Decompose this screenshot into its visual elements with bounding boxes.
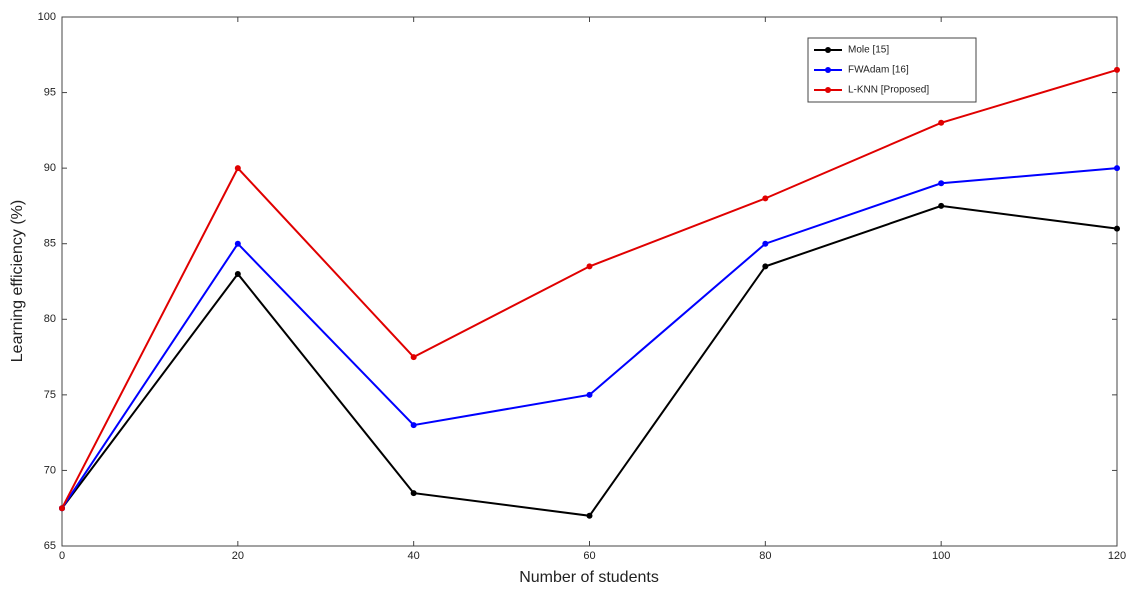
legend-box [807,37,977,103]
data-point [586,263,593,270]
data-point [586,391,593,398]
x-tick-label: 0 [59,550,65,562]
data-point [762,195,769,202]
x-tick-label: 20 [232,550,244,562]
series-line [61,167,1118,509]
y-tick-label: 95 [44,86,56,98]
y-tick-label: 65 [44,540,56,552]
data-point [586,512,593,519]
x-tick-label: 40 [408,550,420,562]
data-point [762,263,769,270]
data-point [234,165,241,172]
legend-label: Mole [15] [848,45,889,56]
data-point [762,240,769,247]
x-tick-label: 80 [759,550,771,562]
legend-marker [825,47,831,53]
legend-label: FWAdam [16] [848,65,909,76]
data-point [1114,165,1120,172]
data-point [410,354,417,361]
series-line [61,204,1118,517]
data-point [938,202,945,209]
data-point [234,270,241,277]
data-point [234,240,241,247]
series-line [61,68,1118,509]
y-tick-label: 70 [44,464,56,476]
y-tick-label: 90 [44,162,56,174]
data-point [410,490,417,497]
y-axis-label: Learning efficiency (%) [9,200,26,362]
y-tick-label: 85 [44,238,56,250]
x-axis-label: Number of students [519,569,659,586]
x-tick-label: 100 [932,550,950,562]
y-tick-label: 100 [38,11,56,23]
data-point [1114,225,1120,232]
y-tick-label: 80 [44,313,56,325]
data-point [410,422,417,429]
legend-marker [825,87,831,93]
data-point [938,119,945,126]
y-tick-label: 75 [44,389,56,401]
data-point [938,180,945,187]
x-tick-label: 60 [583,550,595,562]
data-point [59,505,65,512]
data-point [1114,66,1120,73]
x-tick-label: 120 [1108,550,1126,562]
legend-marker [825,67,831,73]
legend-label: L-KNN [Proposed] [848,85,929,96]
